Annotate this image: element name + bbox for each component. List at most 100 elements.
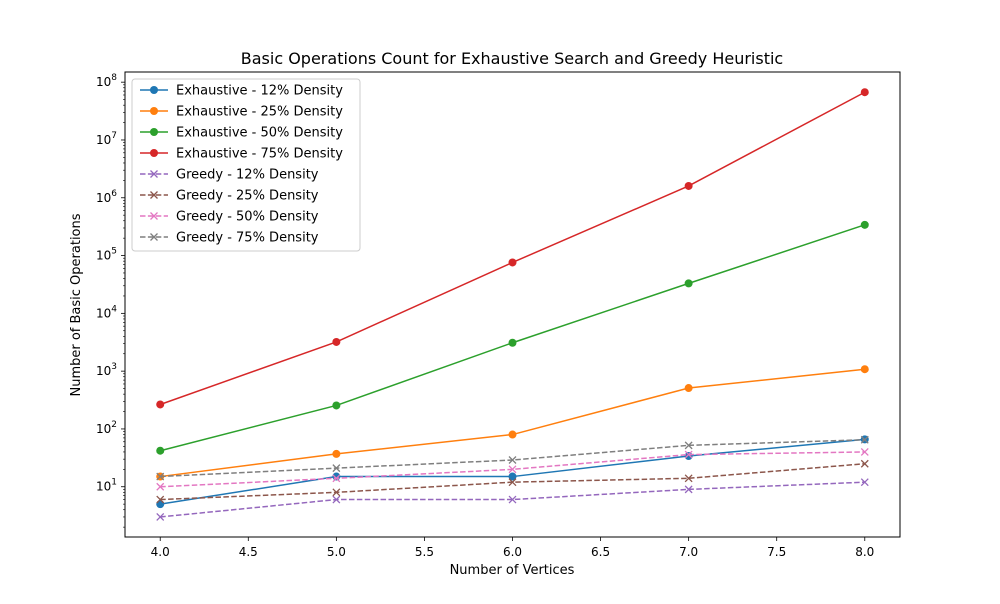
x-tick-label: 5.5 <box>415 545 434 559</box>
legend-entry: Greedy - 75% Density <box>140 231 319 246</box>
y-tick-base: 10 <box>96 422 111 436</box>
series-5 <box>156 459 869 504</box>
data-point <box>860 447 869 456</box>
data-point <box>860 478 869 487</box>
chart-title: Basic Operations Count for Exhaustive Se… <box>241 49 783 68</box>
legend-entry: Greedy - 12% Density <box>140 168 319 183</box>
x-tick-label: 5.0 <box>327 545 346 559</box>
data-point <box>860 459 869 468</box>
legend-entry: Exhaustive - 50% Density <box>140 126 343 141</box>
x-axis: 4.0 4.5 5.0 5.5 6.0 6.5 7.0 7.5 8.0 <box>151 537 874 559</box>
data-point <box>508 495 517 504</box>
data-point <box>156 482 165 491</box>
x-tick-label: 7.0 <box>679 545 698 559</box>
data-point <box>156 500 165 509</box>
data-point <box>332 449 341 458</box>
data-point <box>684 181 693 190</box>
data-point <box>332 464 341 473</box>
legend-marker <box>150 107 158 115</box>
data-point <box>684 279 693 288</box>
data-point <box>156 446 165 455</box>
data-point <box>332 472 341 481</box>
legend-label: Greedy - 12% Density <box>176 168 319 183</box>
data-point <box>156 495 165 504</box>
legend-label: Greedy - 75% Density <box>176 231 319 246</box>
series-2 <box>156 220 869 455</box>
legend-label: Exhaustive - 25% Density <box>176 105 343 120</box>
legend-marker <box>150 212 158 220</box>
legend: Exhaustive - 12% Density Exhaustive - 25%… <box>131 78 361 252</box>
legend-label: Exhaustive - 50% Density <box>176 126 343 141</box>
legend-label: Exhaustive - 75% Density <box>176 147 343 162</box>
data-point <box>860 88 869 97</box>
y-tick-exponent: 6 <box>111 189 117 199</box>
y-tick-label: 104 <box>96 304 117 320</box>
legend-label: Exhaustive - 12% Density <box>176 84 343 99</box>
data-point <box>684 474 693 483</box>
data-point <box>508 338 517 347</box>
data-point <box>508 472 517 481</box>
data-point <box>332 488 341 497</box>
x-tick-label: 7.5 <box>767 545 786 559</box>
y-tick-exponent: 7 <box>111 131 117 141</box>
legend-frame <box>131 78 361 252</box>
legend-entry: Greedy - 25% Density <box>140 189 319 204</box>
series-4 <box>156 478 869 521</box>
y-tick-base: 10 <box>96 249 111 263</box>
legend-entry: Exhaustive - 25% Density <box>140 105 343 120</box>
y-tick-base: 10 <box>96 480 111 494</box>
data-point <box>332 495 341 504</box>
y-tick-base: 10 <box>96 191 111 205</box>
y-tick-label: 102 <box>96 420 117 436</box>
data-point <box>156 472 165 481</box>
y-axis-label: Number of Basic Operations <box>69 213 84 396</box>
data-point <box>332 337 341 346</box>
legend-marker <box>150 233 158 241</box>
legend-marker <box>150 149 158 157</box>
data-point <box>684 450 693 459</box>
y-tick-base: 10 <box>96 75 111 89</box>
data-point <box>508 258 517 267</box>
series-6 <box>156 447 869 491</box>
y-tick-exponent: 5 <box>111 247 117 257</box>
y-tick-label: 105 <box>96 247 117 263</box>
legend-entry: Greedy - 50% Density <box>140 210 319 225</box>
y-tick-label: 107 <box>96 131 117 147</box>
data-point <box>860 220 869 229</box>
y-tick-label: 106 <box>96 189 117 205</box>
legend-label: Greedy - 50% Density <box>176 210 319 225</box>
data-point <box>508 456 517 464</box>
legend-marker <box>150 128 158 136</box>
y-tick-label: 103 <box>96 362 117 378</box>
data-point <box>684 452 693 461</box>
data-point <box>508 478 517 487</box>
legend-label: Greedy - 25% Density <box>176 189 319 204</box>
y-tick-base: 10 <box>96 133 111 147</box>
legend-entry: Exhaustive - 75% Density <box>140 147 343 162</box>
data-point <box>508 465 517 474</box>
data-point <box>684 384 693 393</box>
y-tick-exponent: 2 <box>111 420 117 430</box>
data-point <box>156 512 165 521</box>
y-tick-exponent: 3 <box>111 362 117 372</box>
data-point <box>860 365 869 374</box>
y-tick-base: 10 <box>96 306 111 320</box>
x-tick-label: 8.0 <box>855 545 874 559</box>
legend-entry: Exhaustive - 12% Density <box>140 84 343 99</box>
x-axis-label: Number of Vertices <box>450 563 575 578</box>
y-tick-exponent: 1 <box>111 478 117 488</box>
data-point <box>332 474 341 483</box>
series-line <box>160 481 865 518</box>
y-tick-exponent: 8 <box>111 73 117 83</box>
x-tick-label: 6.0 <box>503 545 522 559</box>
y-tick-label: 108 <box>96 73 117 89</box>
x-tick-label: 4.0 <box>151 545 170 559</box>
legend-marker <box>150 191 158 199</box>
x-tick-label: 6.5 <box>591 545 610 559</box>
data-point <box>508 430 517 439</box>
legend-marker <box>150 170 158 178</box>
series-layer <box>156 88 869 521</box>
